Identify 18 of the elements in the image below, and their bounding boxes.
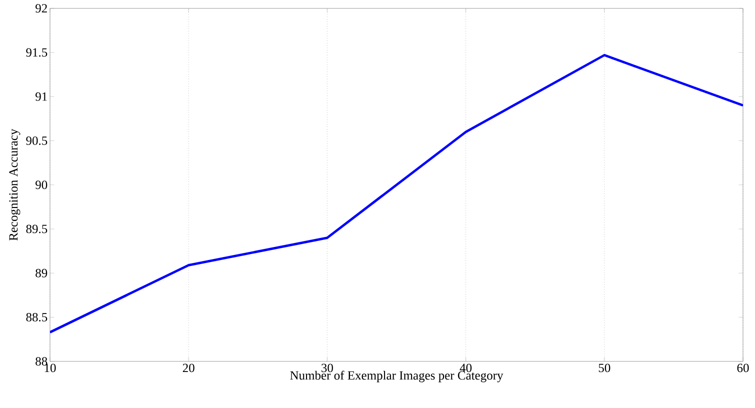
line-series	[50, 54, 744, 334]
x-axis-title: Number of Exemplar Images per Category	[290, 370, 504, 382]
y-tick-label: 89	[36, 268, 48, 278]
x-tick-label: 10	[44, 364, 56, 372]
y-tick-label: 92	[36, 4, 47, 12]
y-tick-label: 91.5	[26, 48, 48, 57]
y-tick-label: 91	[36, 92, 47, 101]
x-tick-label: 20	[182, 364, 194, 372]
y-tick-label: 88.5	[26, 312, 48, 322]
y-tick-label: 89.5	[26, 224, 48, 234]
y-tick-label: 90.5	[26, 136, 48, 145]
y-tick-label: 88	[36, 356, 48, 366]
y-axis-title: Recognition Accuracy	[9, 128, 20, 240]
x-tick-label: 30	[322, 364, 333, 372]
x-tick-label: 50	[598, 364, 610, 372]
y-tick-label: 90	[36, 180, 48, 189]
x-tick-label: 60	[737, 364, 749, 372]
x-tick-label: 40	[460, 364, 472, 372]
